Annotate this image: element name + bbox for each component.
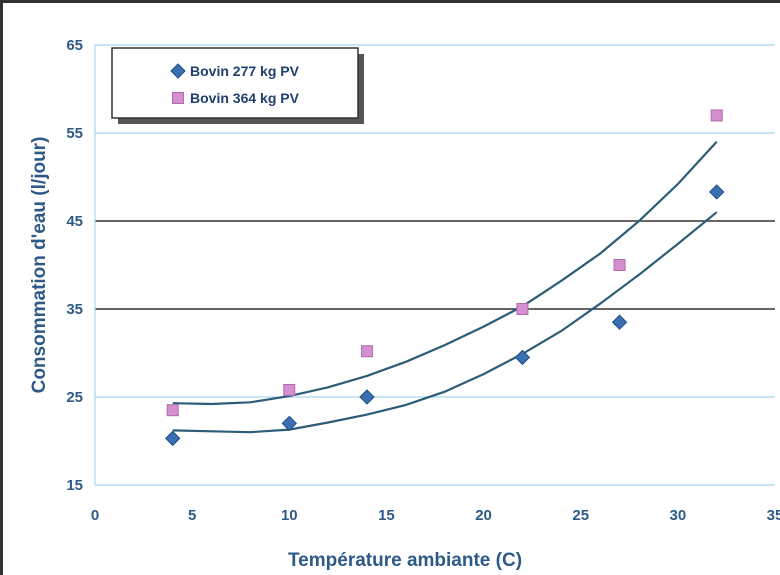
data-point-series-1 xyxy=(165,430,181,447)
x-tick-label: 10 xyxy=(281,507,298,524)
data-point-series-2 xyxy=(166,404,179,417)
data-point-series-1 xyxy=(514,349,531,366)
data-point-series-2 xyxy=(283,383,296,396)
data-point-series-1 xyxy=(281,415,297,432)
y-tick-label: 15 xyxy=(66,477,83,494)
grid-lines xyxy=(94,44,775,486)
data-point-series-2 xyxy=(516,303,529,315)
data-point-series-1 xyxy=(611,314,628,330)
trend-lines xyxy=(172,141,718,434)
y-tick-label: 65 xyxy=(66,37,83,54)
legend-label-series-2: Bovin 364 kg PV xyxy=(190,90,300,106)
data-point-series-2 xyxy=(613,259,626,271)
legend-box xyxy=(111,47,359,119)
data-point-series-2 xyxy=(710,109,723,122)
x-tick-label: 15 xyxy=(378,507,395,524)
legend-marker-series-2 xyxy=(172,92,184,104)
x-tick-label: 30 xyxy=(670,507,687,524)
y-tick-label: 45 xyxy=(66,213,83,230)
data-point-series-2 xyxy=(361,345,373,358)
data-point-series-1 xyxy=(359,389,375,405)
y-tick-label: 35 xyxy=(66,301,83,318)
x-axis-ticks: 0 5 10 15 20 25 30 35 xyxy=(91,507,780,524)
trend-line-series-2 xyxy=(172,141,718,406)
data-point-series-1 xyxy=(709,184,725,200)
trend-line-series-1 xyxy=(172,211,718,434)
data-points xyxy=(165,109,725,447)
x-tick-label: 25 xyxy=(572,507,589,524)
x-tick-label: 20 xyxy=(475,507,492,524)
y-axis-title: Consommation d'eau (l/jour) xyxy=(29,137,50,394)
x-tick-label: 0 xyxy=(91,507,99,524)
y-tick-label: 25 xyxy=(66,389,83,406)
x-axis-title: Température ambiante (C) xyxy=(288,550,522,571)
y-axis-ticks: 15 25 35 45 55 65 xyxy=(66,37,83,494)
legend-label-series-1: Bovin 277 kg PV xyxy=(190,63,300,79)
legend: Bovin 277 kg PV Bovin 364 kg PV xyxy=(111,47,364,124)
x-tick-label: 5 xyxy=(188,507,196,524)
legend-marker-series-1 xyxy=(170,63,186,79)
y-tick-label: 55 xyxy=(66,125,83,142)
x-tick-label: 35 xyxy=(767,507,780,524)
